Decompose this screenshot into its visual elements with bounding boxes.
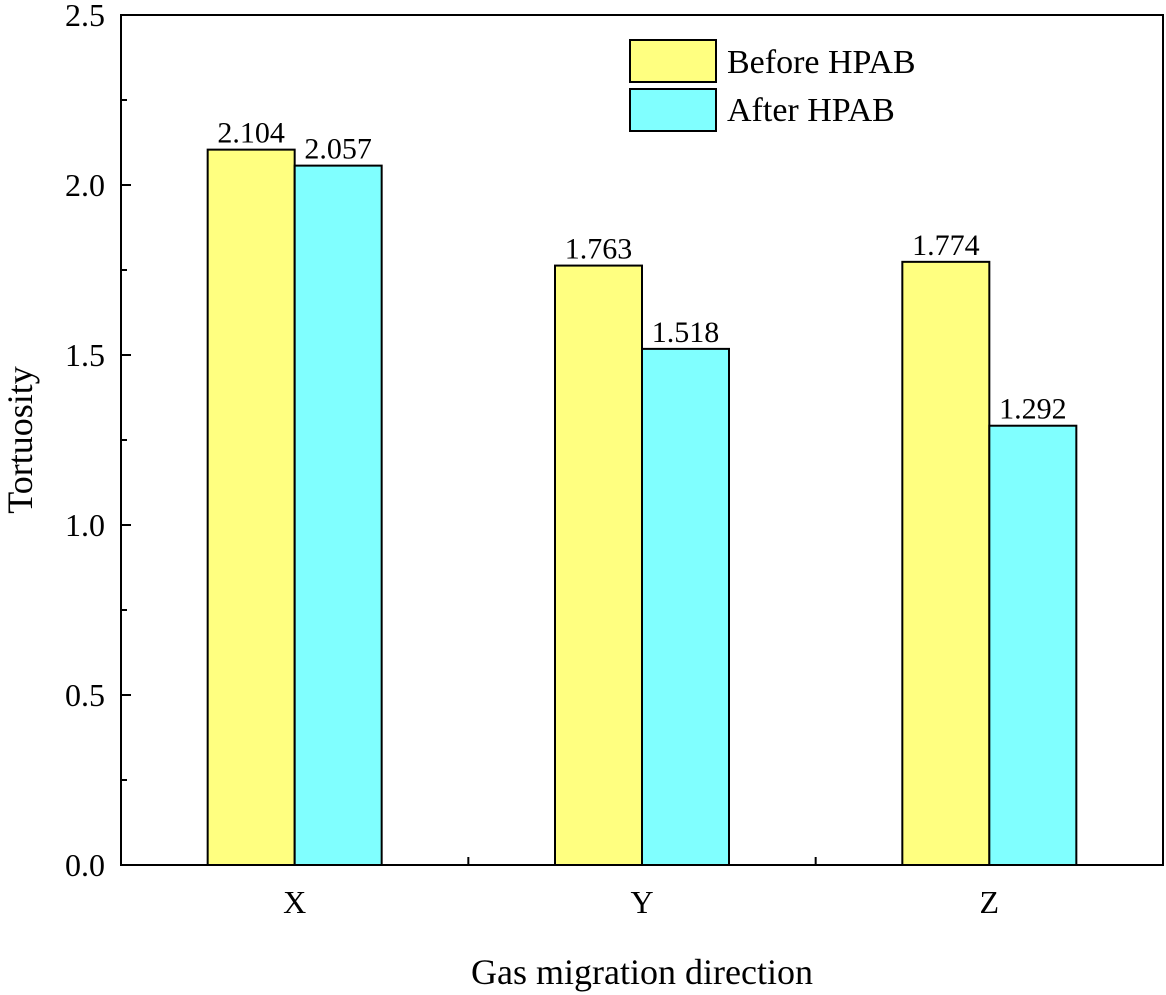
legend-label-after: After HPAB [727, 92, 895, 129]
bar-Y-after [641, 347, 730, 866]
y-tick-label: 1.5 [65, 337, 105, 373]
data-label: 2.057 [304, 133, 372, 166]
x-tick-label: Y [630, 884, 653, 920]
legend: Before HPAB After HPAB [629, 39, 916, 132]
y-tick-label: 0.0 [65, 847, 105, 883]
y-axis: 0.0 0.5 1.0 1.5 2.0 2.5 [65, 0, 131, 883]
y-tick-label: 1.0 [65, 507, 105, 543]
y-tick-label: 2.5 [65, 0, 105, 33]
x-tick-label: Z [980, 884, 1000, 920]
legend-swatch-after [629, 88, 717, 132]
x-axis: X Y Z [283, 857, 999, 920]
bar-Z-before [901, 260, 991, 866]
data-label: 1.763 [565, 233, 633, 266]
data-label: 1.774 [912, 229, 980, 262]
y-tick-label: 2.0 [65, 167, 105, 203]
bar-X-after [293, 164, 383, 866]
data-label: 1.292 [999, 393, 1067, 426]
bar-X-before [206, 148, 296, 866]
bar-Y-before [554, 264, 643, 866]
data-label: 1.518 [652, 316, 720, 349]
y-tick-label: 0.5 [65, 677, 105, 713]
legend-label-before: Before HPAB [727, 44, 916, 81]
bar-Z-after [988, 424, 1078, 866]
data-labels: 2.104 2.057 1.763 1.518 1.774 1.292 [217, 117, 1066, 426]
legend-swatch-before [629, 39, 717, 83]
y-axis-title: Tortuosity [0, 366, 40, 513]
bars [206, 148, 1078, 866]
x-tick-label: X [283, 884, 306, 920]
data-label: 2.104 [217, 117, 285, 150]
x-axis-title: Gas migration direction [471, 952, 813, 992]
